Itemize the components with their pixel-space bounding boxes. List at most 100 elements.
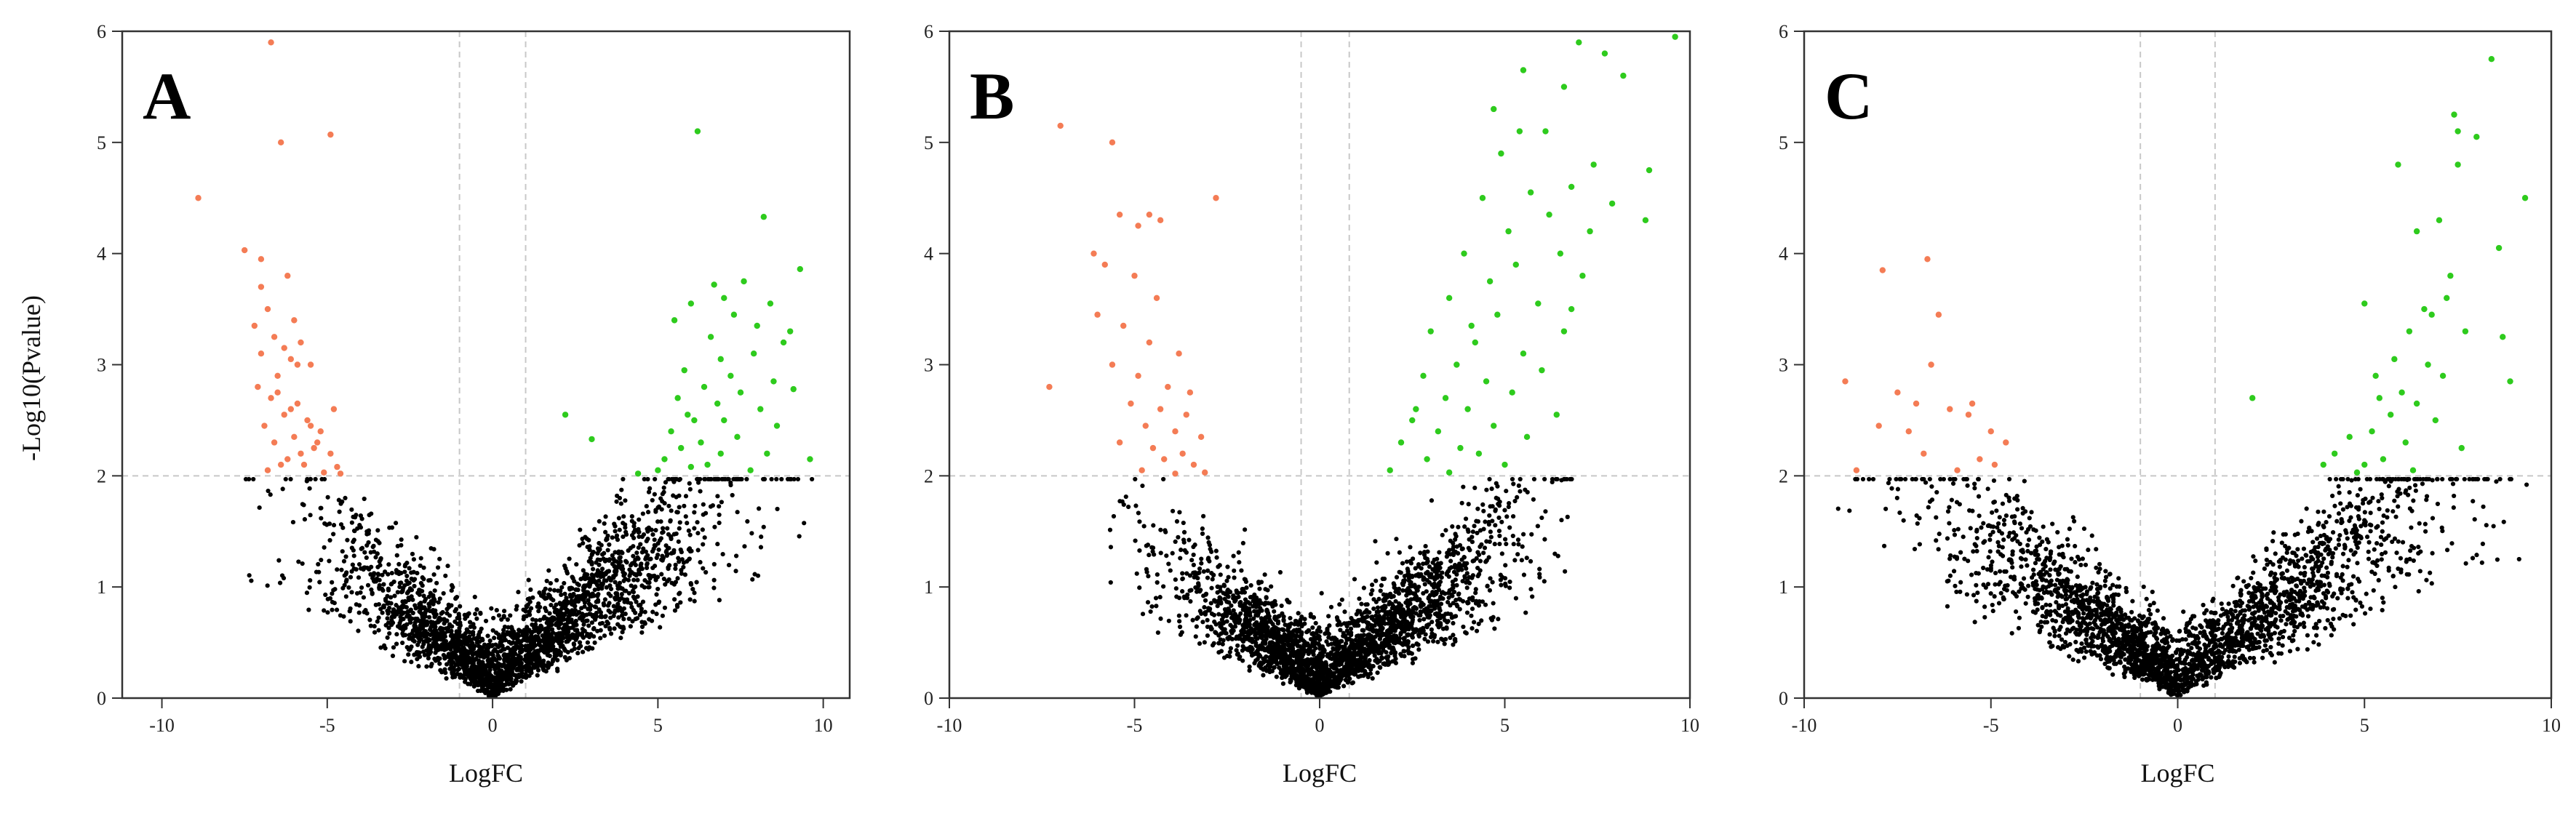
nonsignificant-point (1191, 552, 1196, 558)
nonsignificant-point (1363, 654, 1368, 660)
x-tick-label: 5 (653, 715, 663, 736)
nonsignificant-point (608, 593, 613, 598)
nonsignificant-point (639, 550, 645, 555)
nonsignificant-point (636, 556, 641, 561)
nonsignificant-point (1464, 561, 1470, 566)
downregulated-point (281, 412, 287, 418)
nonsignificant-point (404, 560, 410, 566)
nonsignificant-point (533, 622, 538, 627)
nonsignificant-point (276, 558, 282, 563)
nonsignificant-point (726, 562, 732, 568)
nonsignificant-point (1236, 550, 1241, 555)
nonsignificant-point (702, 535, 707, 540)
downregulated-point (321, 469, 327, 476)
nonsignificant-point (540, 633, 545, 638)
nonsignificant-point (368, 572, 373, 577)
nonsignificant-point (491, 615, 496, 621)
nonsignificant-point (249, 578, 254, 583)
nonsignificant-point (1311, 615, 1316, 620)
nonsignificant-point (1416, 647, 1421, 652)
nonsignificant-point (619, 592, 624, 597)
nonsignificant-point (1470, 529, 1475, 534)
nonsignificant-point (417, 639, 422, 644)
nonsignificant-point (411, 557, 417, 562)
nonsignificant-point (1264, 609, 1269, 614)
nonsignificant-point (448, 629, 454, 635)
nonsignificant-point (511, 645, 517, 651)
nonsignificant-point (426, 656, 431, 661)
nonsignificant-point (421, 593, 426, 598)
nonsignificant-point (1397, 550, 1402, 555)
nonsignificant-point (1507, 525, 1512, 530)
nonsignificant-point (1427, 580, 1432, 585)
upregulated-point (711, 281, 717, 288)
nonsignificant-points (1107, 476, 1574, 699)
nonsignificant-point (455, 657, 460, 662)
downregulated-point (195, 195, 202, 201)
nonsignificant-point (1288, 636, 1293, 641)
nonsignificant-point (1256, 610, 1261, 616)
y-tick-label: 3 (97, 355, 106, 376)
nonsignificant-point (606, 569, 612, 574)
nonsignificant-point (1240, 644, 1245, 649)
nonsignificant-point (678, 600, 683, 605)
nonsignificant-point (645, 510, 651, 515)
nonsignificant-point (519, 678, 524, 684)
nonsignificant-point (570, 574, 575, 580)
nonsignificant-point (1266, 601, 1271, 606)
nonsignificant-point (1352, 577, 1357, 582)
nonsignificant-point (621, 617, 626, 622)
nonsignificant-point (1515, 537, 1521, 542)
nonsignificant-point (616, 615, 621, 620)
nonsignificant-point (1344, 637, 1349, 642)
nonsignificant-point (444, 662, 450, 667)
nonsignificant-point (1459, 500, 1464, 505)
nonsignificant-point (359, 585, 364, 590)
nonsignificant-point (367, 513, 372, 518)
nonsignificant-point (535, 668, 541, 673)
nonsignificant-point (634, 599, 639, 604)
nonsignificant-point (1511, 542, 1516, 547)
nonsignificant-point (563, 606, 568, 611)
nonsignificant-point (597, 607, 602, 612)
nonsignificant-point (422, 652, 427, 657)
upregulated-point (687, 463, 695, 470)
nonsignificant-point (450, 624, 455, 629)
nonsignificant-point (468, 620, 473, 625)
nonsignificant-point (1464, 585, 1470, 590)
nonsignificant-point (376, 601, 381, 607)
nonsignificant-point (635, 572, 640, 577)
nonsignificant-point (399, 542, 404, 548)
nonsignificant-point (1454, 602, 1459, 607)
nonsignificant-point (1228, 646, 1233, 651)
nonsignificant-point (671, 582, 677, 587)
nonsignificant-point (514, 604, 519, 609)
downregulated-point (298, 339, 304, 346)
nonsignificant-point (1443, 612, 1448, 617)
nonsignificant-point (423, 610, 428, 615)
nonsignificant-point (480, 645, 485, 650)
nonsignificant-point (316, 561, 321, 566)
nonsignificant-point (637, 517, 642, 522)
downregulated-point (307, 361, 314, 368)
nonsignificant-point (523, 609, 528, 614)
nonsignificant-point (516, 590, 521, 595)
nonsignificant-point (243, 476, 249, 482)
nonsignificant-point (1208, 546, 1213, 552)
nonsignificant-point (1569, 476, 1574, 482)
nonsignificant-point (1157, 595, 1163, 600)
nonsignificant-point (1470, 606, 1475, 612)
nonsignificant-point (1430, 560, 1435, 565)
nonsignificant-point (1257, 586, 1262, 591)
nonsignificant-point (623, 498, 628, 503)
nonsignificant-point (1136, 510, 1141, 516)
nonsignificant-point (628, 563, 634, 568)
nonsignificant-point (612, 564, 617, 569)
nonsignificant-point (377, 577, 382, 582)
nonsignificant-point (671, 493, 676, 498)
nonsignificant-point (411, 578, 416, 583)
nonsignificant-point (1462, 555, 1467, 560)
nonsignificant-point (1451, 620, 1456, 626)
y-tick-label: 6 (97, 21, 106, 42)
nonsignificant-point (1308, 612, 1313, 617)
